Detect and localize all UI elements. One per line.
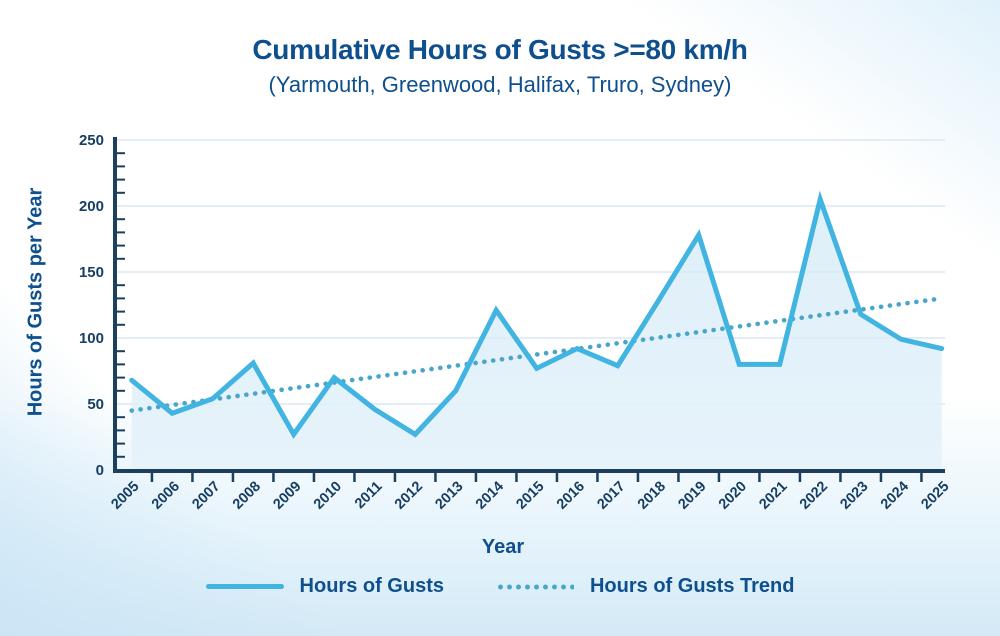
x-axis-title: Year [481, 536, 525, 558]
x-tick-label: 2013 [432, 479, 466, 513]
y-tick-label: 150 [79, 264, 104, 281]
x-tick-label: 2018 [635, 479, 669, 513]
x-tick-label: 2021 [756, 479, 790, 513]
x-tick-label: 2005 [108, 479, 142, 513]
x-tick-label: 2022 [797, 479, 831, 513]
x-tick-label: 2017 [594, 479, 628, 513]
x-tick-label: 2008 [230, 479, 264, 513]
x-tick-label: 2023 [837, 479, 871, 513]
gusts-line [129, 190, 945, 439]
chart-legend: Hours of Gusts Hours of Gusts Trend [0, 575, 1000, 598]
y-tick-label: 0 [96, 462, 104, 479]
x-tick-label: 2016 [554, 479, 588, 513]
x-tick-label: 2014 [473, 479, 507, 513]
trend-line [129, 296, 945, 413]
y-tick-label: 200 [79, 198, 104, 215]
dotted-line-swatch-icon [495, 583, 574, 590]
legend-item-hours-of-gusts: Hours of Gusts [205, 575, 444, 598]
legend-label: Hours of Gusts [299, 575, 444, 597]
legend-item-hours-of-gusts-trend: Hours of Gusts Trend [495, 575, 795, 598]
chart-title: Cumulative Hours of Gusts >=80 km/h [252, 34, 748, 65]
y-tick-label: 100 [79, 330, 104, 347]
x-tick-label: 2012 [392, 479, 426, 513]
x-tick-label: 2006 [149, 479, 183, 513]
solid-line-swatch-icon [205, 584, 284, 589]
x-tick-label: 2007 [189, 479, 223, 513]
x-tick-label: 2024 [878, 479, 912, 513]
gusts-area-fill [131, 199, 942, 470]
x-tick-label: 2011 [352, 479, 386, 513]
x-tick-label: 2009 [270, 479, 304, 513]
y-tick-label: 50 [87, 396, 104, 413]
chart-subtitle: (Yarmouth, Greenwood, Halifax, Truro, Sy… [268, 72, 732, 97]
x-tick-label: 2019 [675, 479, 709, 513]
x-tick-label: 2025 [918, 479, 952, 513]
x-tick-label: 2020 [716, 479, 750, 513]
legend-label: Hours of Gusts Trend [589, 575, 795, 597]
y-tick-label: 250 [79, 132, 104, 149]
x-tick-label: 2015 [513, 479, 547, 513]
x-tick-label: 2010 [311, 479, 345, 513]
